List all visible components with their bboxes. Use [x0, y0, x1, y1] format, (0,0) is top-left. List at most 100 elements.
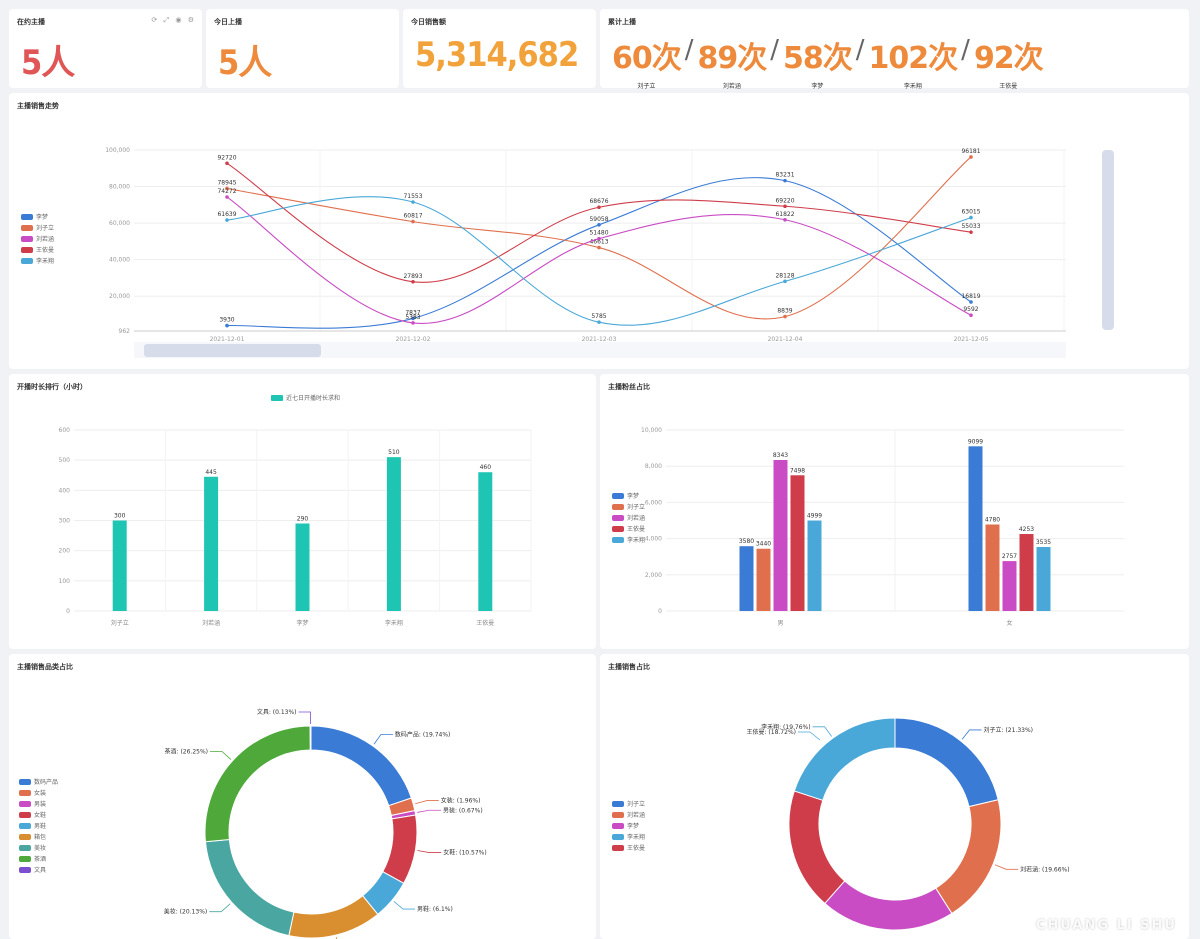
- legend-label: 茶酒: [34, 856, 47, 863]
- legend-item[interactable]: 美妆: [19, 842, 58, 853]
- pie-slice: [788, 790, 846, 905]
- legend-item[interactable]: 刘子立: [21, 222, 54, 233]
- legend-swatch: [612, 811, 624, 818]
- y-tick-label: 60,000: [109, 220, 130, 227]
- legend-item[interactable]: 王依曼: [612, 523, 645, 534]
- legend-item[interactable]: 李梦: [612, 490, 645, 501]
- data-label: 61822: [775, 211, 794, 218]
- legend-label: 李禾翔: [36, 258, 55, 265]
- data-label: 3580: [739, 538, 754, 545]
- data-label: 300: [114, 513, 126, 520]
- watermark-logo: CHUANG LI SHU: [1035, 918, 1177, 933]
- bar: [1002, 561, 1017, 611]
- cumulative-name: 刘若涵: [722, 83, 741, 90]
- y-tick-label: 0: [66, 608, 70, 615]
- fans-card: 主播粉丝占比 李梦 刘子立 刘若涵 王依曼 李禾翔 0 2,000 4,000 6,000 8,…: [600, 374, 1189, 649]
- stat-card-cumulative: 累计上播 60次 刘子立 / 89次 刘若涵 / 58次 李梦 / 102次 李禾翔 /…: [600, 9, 1189, 90]
- data-label: 74272: [217, 188, 236, 195]
- legend-item[interactable]: 刘子立: [612, 798, 645, 809]
- pie-slice: [204, 725, 311, 843]
- legend-item[interactable]: 刘若涵: [21, 233, 54, 244]
- data-label: 61639: [217, 211, 236, 218]
- cumulative-item: 60次 刘子立: [612, 33, 682, 90]
- legend-item[interactable]: 箱包: [19, 831, 58, 842]
- gear-icon[interactable]: ⚙: [187, 16, 194, 24]
- refresh-icon[interactable]: ⟳: [151, 16, 158, 24]
- legend-swatch: [19, 800, 31, 807]
- pie-slice: [382, 814, 418, 884]
- y-tick-label: 8,000: [645, 463, 662, 470]
- legend-label: 近七日开播时长求和: [286, 394, 340, 402]
- data-point: [969, 230, 973, 234]
- bar: [386, 457, 401, 611]
- legend-swatch: [19, 778, 31, 785]
- data-point: [969, 313, 973, 318]
- data-label: 83231: [775, 172, 794, 179]
- legend-item[interactable]: 男装: [19, 798, 58, 809]
- legend-item[interactable]: 女装: [19, 787, 58, 798]
- legend-swatch: [612, 525, 624, 532]
- x-tick-label: 2021-12-03: [582, 336, 617, 343]
- label-line: [373, 734, 393, 745]
- data-point: [597, 205, 601, 210]
- legend-item[interactable]: 李梦: [21, 211, 54, 222]
- y-tick-label: 6,000: [645, 499, 662, 506]
- legend-item[interactable]: 李禾翔: [612, 831, 645, 842]
- data-label: 8343: [773, 452, 788, 459]
- cumulative-name: 王依曼: [999, 83, 1018, 90]
- legend-item[interactable]: 李禾翔: [612, 534, 645, 545]
- legend-item[interactable]: 数码产品: [19, 776, 58, 787]
- legend-item[interactable]: 王依曼: [612, 842, 645, 853]
- legend-item[interactable]: 刘若涵: [612, 512, 645, 523]
- data-point: [411, 321, 415, 325]
- share-card: 主播销售占比 刘子立 刘若涵 李梦 李禾翔 王依曼 刘子立: (21.33%) 刘若涵: …: [600, 654, 1189, 939]
- bar: [807, 520, 822, 611]
- label-line: [417, 809, 442, 813]
- legend-swatch: [19, 833, 31, 840]
- label-line: [210, 751, 232, 760]
- legend-item[interactable]: 茶酒: [19, 853, 58, 864]
- data-point: [783, 178, 787, 183]
- legend-label: 李梦: [36, 214, 49, 221]
- legend-item[interactable]: 李禾翔: [21, 255, 54, 266]
- label-line: [812, 726, 832, 737]
- data-label: 7837: [405, 309, 420, 316]
- data-point: [411, 279, 415, 284]
- category-legend: 数码产品 女装 男装 女鞋 男鞋 箱包 美妆茶酒 文具: [19, 776, 58, 875]
- separator: /: [855, 35, 865, 65]
- legend-swatch: [612, 503, 624, 510]
- legend-item[interactable]: 文具: [19, 864, 58, 875]
- label-line: [415, 800, 439, 805]
- y-tick-label: 400: [59, 487, 71, 494]
- slice-label: 美妆: (20.13%): [164, 908, 208, 916]
- legend-label: 刘若涵: [36, 236, 55, 243]
- legend-item[interactable]: 女鞋: [19, 809, 58, 820]
- data-point: [225, 195, 229, 199]
- y-tick-label: 600: [59, 427, 71, 434]
- legend-item[interactable]: 刘若涵: [612, 809, 645, 820]
- data-label: 445: [205, 469, 217, 476]
- legend-item[interactable]: 王依曼: [21, 244, 54, 255]
- eye-icon[interactable]: ◉: [175, 16, 182, 24]
- pie-slice: [288, 894, 379, 939]
- legend-item[interactable]: 李梦: [612, 820, 645, 831]
- label-line: [393, 901, 415, 910]
- slice-label: 男装: (0.67%): [443, 806, 483, 814]
- bar: [1036, 547, 1051, 611]
- legend-item[interactable]: 刘子立: [612, 501, 645, 512]
- cumulative-list: 60次 刘子立 / 89次 刘若涵 / 58次 李梦 / 102次 李禾翔 / 92次王…: [612, 33, 1044, 90]
- zoom-track: [134, 342, 1066, 358]
- legend-swatch: [19, 866, 31, 873]
- slice-label: 刘子立: (21.33%): [984, 726, 1033, 734]
- label-line: [994, 864, 1019, 870]
- data-point: [225, 218, 229, 222]
- legend-label: 李禾翔: [627, 834, 646, 841]
- x-tick-label: 李禾翔: [385, 619, 403, 627]
- expand-icon[interactable]: ⤢: [163, 16, 170, 24]
- legend-item[interactable]: 男鞋: [19, 820, 58, 831]
- data-label: 68676: [589, 198, 608, 205]
- fans-title: 主播粉丝占比: [608, 383, 650, 391]
- data-label: 5785: [591, 313, 606, 320]
- data-label: 4780: [985, 516, 1000, 523]
- zoom-vertical-handle: [1102, 150, 1114, 330]
